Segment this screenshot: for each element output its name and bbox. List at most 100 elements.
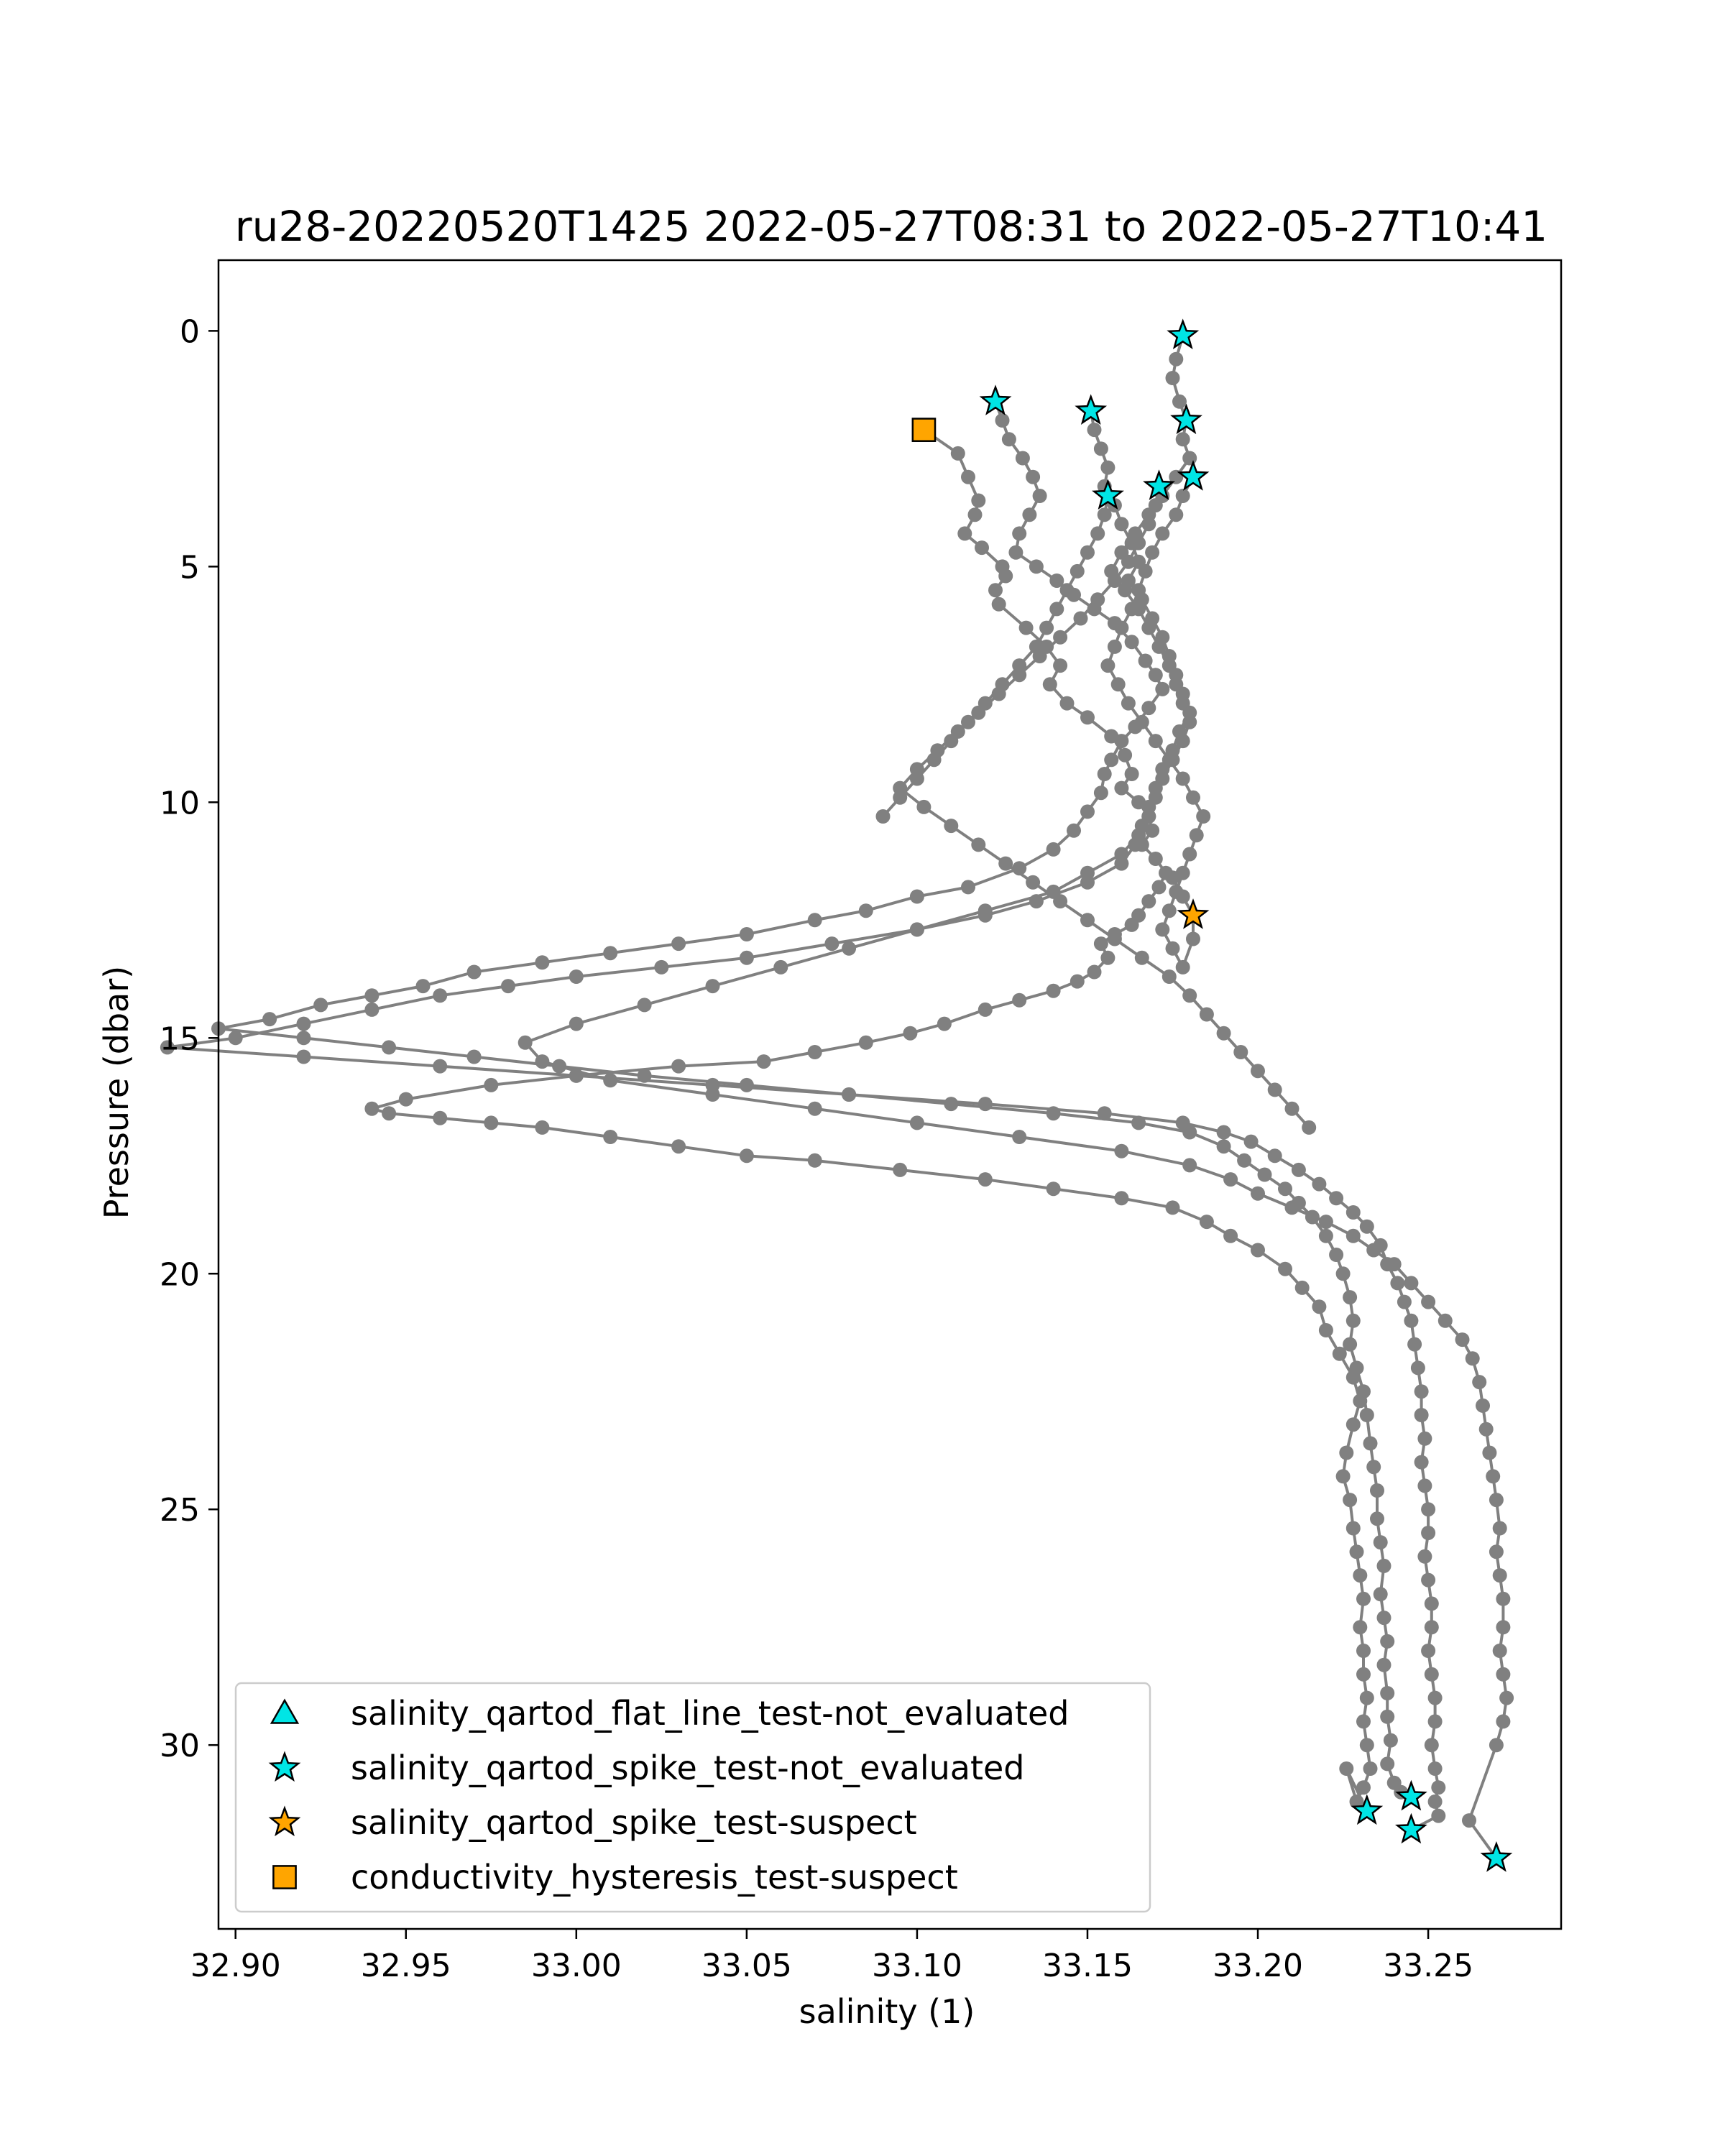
data-point: [1100, 658, 1116, 673]
axes-frame: [217, 259, 1563, 1930]
data-point: [1216, 1026, 1231, 1041]
data-point: [988, 583, 1003, 598]
x-tick-label: 33.15: [1042, 1948, 1133, 1984]
qc-flag-marker: [911, 418, 937, 442]
data-point: [501, 979, 515, 994]
data-point: [1267, 1148, 1282, 1164]
y-tick-label: 5: [180, 549, 200, 586]
data-point: [535, 1054, 550, 1069]
data-point: [1162, 903, 1177, 918]
data-point: [1359, 1408, 1374, 1422]
data-point: [484, 1077, 499, 1092]
data-point: [978, 1097, 993, 1112]
data-point: [1090, 592, 1105, 607]
data-point: [1141, 620, 1156, 635]
data-point: [1039, 620, 1054, 635]
data-point: [1376, 1611, 1392, 1626]
data-point: [1114, 780, 1129, 796]
data-point: [1346, 1228, 1361, 1243]
data-point: [1462, 1813, 1476, 1828]
data-point: [1353, 1568, 1368, 1583]
data-point: [1148, 852, 1163, 866]
data-point: [1151, 880, 1167, 895]
data-point: [1155, 526, 1170, 541]
data-point: [364, 1002, 380, 1017]
data-point: [975, 540, 989, 556]
data-point: [998, 856, 1013, 871]
data-point: [1386, 1257, 1402, 1272]
data-point: [1390, 1276, 1405, 1291]
data-point: [671, 1059, 686, 1074]
legend-item: salinity_qartod_flat_line_test-not_evalu…: [270, 1694, 1069, 1733]
x-tick-label: 32.95: [361, 1948, 451, 1984]
data-point: [1424, 1667, 1439, 1682]
data-point: [1141, 894, 1156, 909]
data-point: [1131, 583, 1146, 598]
data-point: [1356, 1714, 1371, 1729]
data-point: [978, 696, 993, 711]
data-point: [1216, 1139, 1231, 1154]
data-point: [1182, 451, 1197, 466]
data-point: [1421, 1502, 1436, 1517]
data-point: [1175, 489, 1190, 503]
data-point: [1363, 1436, 1378, 1451]
data-point: [1404, 1313, 1419, 1328]
data-point: [1353, 1620, 1368, 1635]
data-point: [1383, 1733, 1398, 1748]
data-point: [807, 1101, 822, 1116]
data-point: [1104, 752, 1119, 768]
data-point: [1424, 1738, 1439, 1753]
data-point: [671, 1139, 686, 1154]
data-point: [971, 837, 986, 852]
data-point: [466, 964, 482, 980]
data-point: [903, 1026, 918, 1041]
x-tick-label: 33.25: [1383, 1948, 1473, 1984]
data-point: [909, 1115, 924, 1130]
data-point: [1329, 1248, 1344, 1262]
data-point: [1046, 983, 1061, 998]
data-point: [1199, 1215, 1214, 1230]
data-point: [858, 1035, 873, 1050]
data-point: [824, 936, 840, 952]
data-point: [1465, 1351, 1480, 1366]
data-point: [1100, 950, 1116, 965]
data-point: [1278, 1181, 1292, 1197]
data-point: [995, 677, 1010, 692]
data-point: [1162, 752, 1177, 768]
data-point: [944, 819, 959, 834]
data-point: [1404, 1276, 1419, 1291]
data-point: [1476, 1398, 1490, 1413]
data-point: [1499, 1690, 1514, 1705]
data-point: [1070, 563, 1085, 579]
plot-area: [160, 318, 1514, 1872]
qc-flag-marker: [1395, 1779, 1427, 1811]
data-point: [1165, 1200, 1180, 1215]
data-point: [1148, 668, 1163, 683]
data-point: [1356, 1644, 1371, 1658]
data-point: [1417, 1431, 1432, 1446]
data-point: [1370, 1511, 1384, 1526]
data-point: [961, 714, 975, 729]
qc-flag-marker: [1177, 898, 1210, 929]
data-point: [1182, 714, 1197, 729]
data-point: [1162, 658, 1177, 673]
qc-flag-marker: [1075, 394, 1108, 425]
legend-label: salinity_qartod_spike_test-not_evaluated: [351, 1749, 1024, 1787]
data-point: [1251, 1243, 1265, 1258]
data-point: [807, 913, 822, 928]
data-point: [978, 1172, 993, 1187]
data-point: [1182, 847, 1197, 862]
data-point: [739, 1077, 754, 1092]
data-point: [1049, 602, 1064, 617]
data-point: [262, 1012, 277, 1027]
data-point: [1118, 747, 1133, 763]
data-point: [1335, 1266, 1351, 1281]
data-point: [1356, 1384, 1371, 1399]
data-point: [398, 1092, 413, 1107]
data-point: [1427, 1794, 1443, 1809]
data-point: [1097, 767, 1112, 781]
data-point: [1087, 964, 1102, 980]
legend-label: salinity_qartod_spike_test-suspect: [351, 1803, 917, 1842]
data-point: [1080, 913, 1095, 928]
data-point: [1114, 1191, 1129, 1206]
